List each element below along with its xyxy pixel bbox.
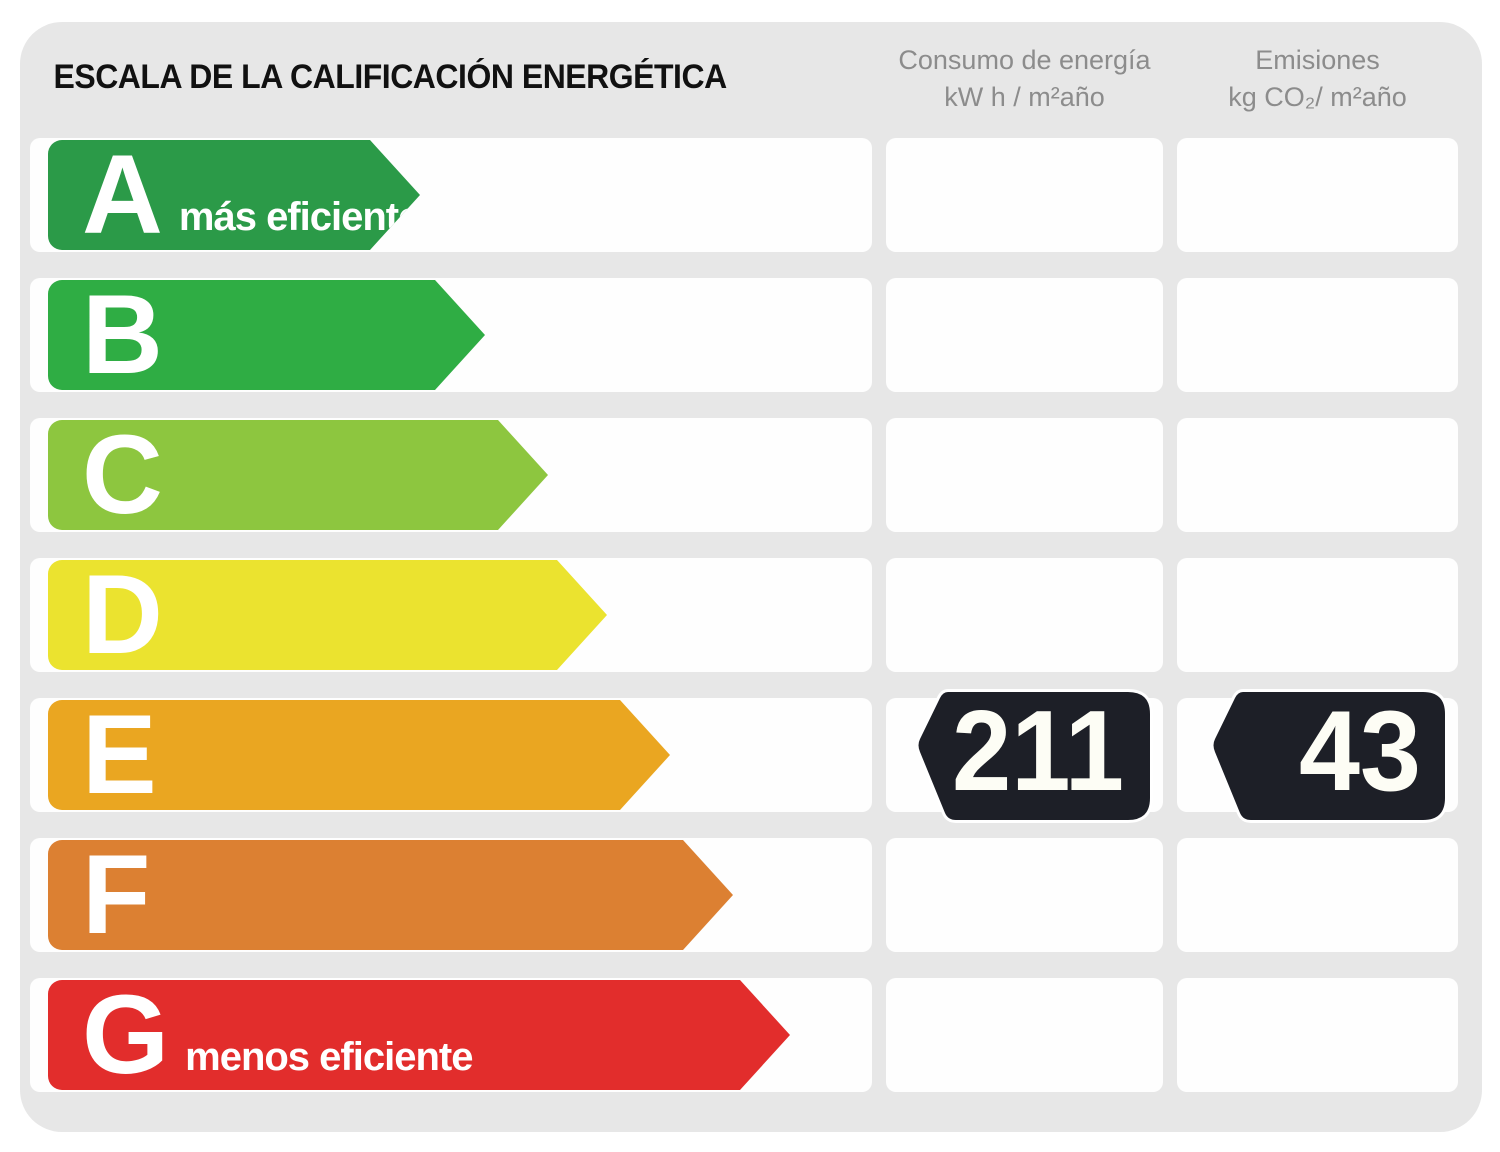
consumption-cell-a bbox=[886, 138, 1163, 252]
rating-row-g: G menos eficiente bbox=[30, 978, 1458, 1092]
rating-letter-g: G bbox=[82, 972, 170, 1097]
emissions-cell-c bbox=[1177, 418, 1458, 532]
consumption-cell-f bbox=[886, 838, 1163, 952]
consumption-badge-shape bbox=[915, 689, 1153, 823]
rating-letter-c: C bbox=[82, 412, 163, 537]
rating-arrow-d: D bbox=[48, 560, 607, 670]
energy-scale-panel: ESCALA DE LA CALIFICACIÓN ENERGÉTICA Con… bbox=[20, 22, 1482, 1132]
rating-row-d: D bbox=[30, 558, 1458, 672]
header-row: ESCALA DE LA CALIFICACIÓN ENERGÉTICA Con… bbox=[30, 22, 1458, 138]
least-efficient-label: menos eficiente bbox=[185, 1035, 473, 1079]
emissions-cell-a bbox=[1177, 138, 1458, 252]
emissions-value-badge: 43 bbox=[1210, 688, 1448, 823]
consumption-column-header: Consumo de energía kW h / m²año bbox=[886, 22, 1163, 138]
emissions-cell-d bbox=[1177, 558, 1458, 672]
rating-band-a: A más eficiente bbox=[30, 138, 872, 252]
rating-row-b: B bbox=[30, 278, 1458, 392]
consumption-cell-c bbox=[886, 418, 1163, 532]
consumption-header-units: kW h / m²año bbox=[944, 82, 1105, 112]
most-efficient-label: más eficiente bbox=[178, 195, 420, 239]
rating-letter-a: A bbox=[82, 132, 163, 257]
rating-arrow-e: E bbox=[48, 700, 670, 810]
rating-arrow-b: B bbox=[48, 280, 485, 390]
emissions-column-header: Emisiones kg CO₂/ m²año bbox=[1177, 22, 1458, 138]
consumption-value-badge: 211 bbox=[915, 688, 1153, 823]
rating-arrow-a: A más eficiente bbox=[48, 140, 420, 250]
rating-letter-d: D bbox=[82, 552, 163, 677]
rating-arrow-g: G menos eficiente bbox=[48, 980, 790, 1090]
rating-letter-f: F bbox=[82, 832, 151, 957]
consumption-cell-b bbox=[886, 278, 1163, 392]
emissions-cell-b bbox=[1177, 278, 1458, 392]
rating-band-d: D bbox=[30, 558, 872, 672]
page-title: ESCALA DE LA CALIFICACIÓN ENERGÉTICA bbox=[53, 58, 728, 96]
rating-band-g: G menos eficiente bbox=[30, 978, 872, 1092]
emissions-header-line1: Emisiones bbox=[1255, 45, 1380, 75]
emissions-cell-g bbox=[1177, 978, 1458, 1092]
rating-letter-e: E bbox=[82, 692, 157, 817]
consumption-header-line1: Consumo de energía bbox=[898, 45, 1151, 75]
emissions-cell-f bbox=[1177, 838, 1458, 952]
rating-row-a: A más eficiente bbox=[30, 138, 1458, 252]
rating-band-c: C bbox=[30, 418, 872, 532]
consumption-cell-d bbox=[886, 558, 1163, 672]
emissions-header-units: kg CO₂/ m²año bbox=[1228, 82, 1407, 112]
rating-band-e: E bbox=[30, 698, 872, 812]
rating-arrow-c: C bbox=[48, 420, 548, 530]
rating-band-b: B bbox=[30, 278, 872, 392]
rating-letter-b: B bbox=[82, 272, 163, 397]
rating-arrow-f: F bbox=[48, 840, 733, 950]
consumption-cell-g bbox=[886, 978, 1163, 1092]
consumption-value: 211 bbox=[952, 688, 1124, 815]
emissions-value: 43 bbox=[1299, 688, 1421, 815]
consumption-cell-e: 211 bbox=[886, 688, 1163, 823]
rating-band-f: F bbox=[30, 838, 872, 952]
rating-row-c: C bbox=[30, 418, 1458, 532]
emissions-badge-shape bbox=[1210, 689, 1448, 823]
rating-row-f: F bbox=[30, 838, 1458, 952]
rating-row-e: E 211 43 bbox=[30, 688, 1458, 823]
emissions-cell-e: 43 bbox=[1177, 688, 1458, 823]
